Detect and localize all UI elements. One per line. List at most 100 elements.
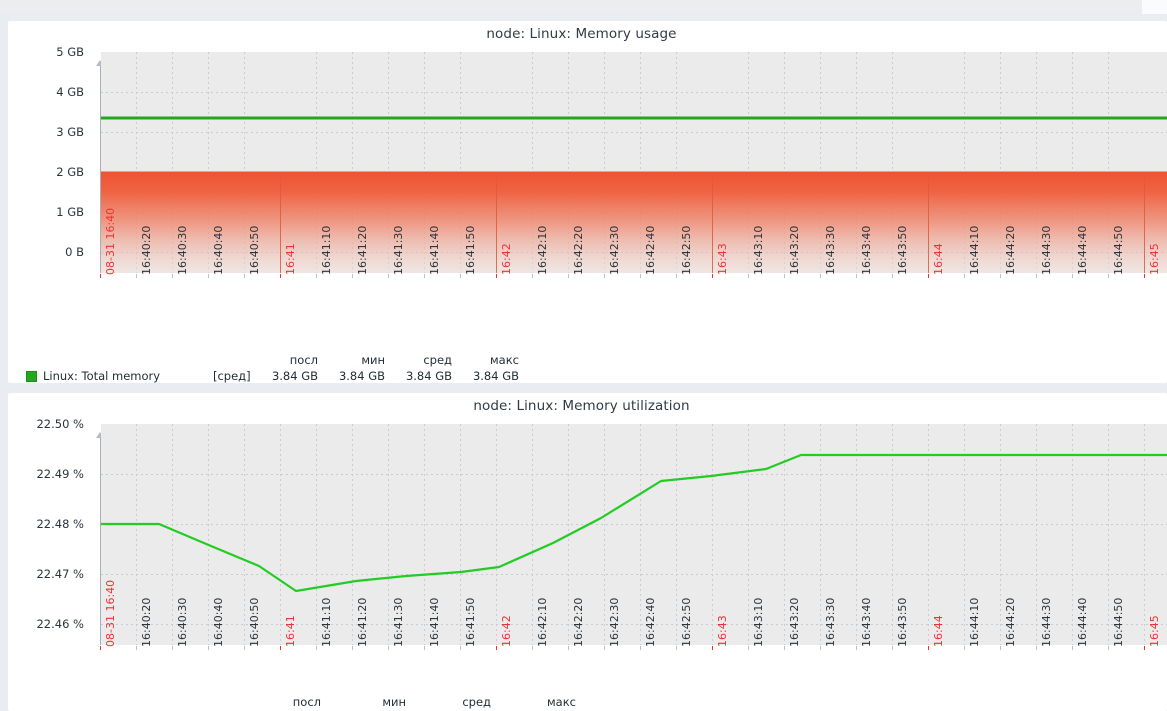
legend-aggregation: [сред]	[213, 369, 251, 383]
x-tick-label: 16:41	[284, 243, 297, 275]
y-tick-label: 1 GB	[56, 205, 84, 219]
x-tick-label: 16:43:30	[824, 225, 837, 275]
page-title-memory-usage: node: Linux: Memory usage	[486, 26, 677, 42]
x-tick-label: 16:42:10	[536, 597, 549, 647]
x-tick-label: 16:43:50	[896, 225, 909, 275]
x-tick-label: 16:42:20	[572, 225, 585, 275]
legend-row-total-memory[interactable]: Linux: Total memory [сред] 3.84 GB 3.84 …	[26, 369, 1166, 383]
x-tick-label: 16:40:40	[212, 597, 225, 647]
x-tick-label: 16:43	[716, 243, 729, 275]
memory-utilization-canvas	[101, 424, 1167, 645]
legend-header-min: мин	[382, 695, 406, 709]
y-tick-label: 22.50 %	[36, 417, 84, 431]
legend-color-swatch-total-memory	[26, 371, 37, 382]
x-tick-label: 08-31 16:40	[104, 579, 117, 647]
y-tick-label: 22.46 %	[36, 617, 84, 631]
x-tick-label: 16:41:10	[320, 597, 333, 647]
x-tick-label: 16:43:30	[824, 597, 837, 647]
plot-area-memory-usage[interactable]	[101, 52, 1167, 273]
memory-usage-canvas	[101, 52, 1167, 273]
x-tick-label: 16:41	[284, 615, 297, 647]
y-tick-label: 3 GB	[56, 125, 84, 139]
x-tick-label: 16:40:40	[212, 225, 225, 275]
x-tick-label: 16:41:20	[356, 225, 369, 275]
x-tick-label: 16:43:20	[788, 225, 801, 275]
previous-widget-strip	[0, 0, 1142, 14]
x-tick-label: 16:42	[500, 243, 513, 275]
plot-area-memory-utilization[interactable]	[101, 424, 1167, 645]
x-tick-label: 16:40:20	[140, 597, 153, 647]
x-tick-label: 16:40:50	[248, 597, 261, 647]
x-tick-label: 16:42	[500, 615, 513, 647]
x-tick-label: 16:42:40	[644, 225, 657, 275]
x-tick-label: 16:42:20	[572, 597, 585, 647]
y-tick-label: 2 GB	[56, 165, 84, 179]
legend-header-last: посл	[292, 695, 321, 709]
y-tick-label: 22.47 %	[36, 567, 84, 581]
legend-header-max: макс	[490, 353, 519, 367]
x-tick-label: 16:41:50	[464, 225, 477, 275]
x-tick-label: 16:44:30	[1040, 225, 1053, 275]
widget-memory-usage[interactable]: node: Linux: Memory usage 5 GB 4 GB 3 GB…	[8, 21, 1167, 383]
y-axis-line	[100, 66, 101, 273]
x-tick-label: 16:42:40	[644, 597, 657, 647]
x-tick-label: 16:41:30	[392, 597, 405, 647]
x-tick-label: 16:42:10	[536, 225, 549, 275]
x-tick-label: 16:41:40	[428, 225, 441, 275]
legend-header-avg: сред	[423, 353, 452, 367]
x-tick-label: 16:44:10	[968, 225, 981, 275]
x-tick-label: 16:42:30	[608, 597, 621, 647]
x-tick-label: 16:40:30	[176, 597, 189, 647]
x-tick-label: 16:43:40	[860, 225, 873, 275]
x-tick-label: 16:42:50	[680, 597, 693, 647]
legend-header-last: посл	[289, 353, 318, 367]
x-tick-label: 16:44:20	[1004, 597, 1017, 647]
widget-gap-top	[0, 14, 1167, 21]
x-tick-label: 16:43:10	[752, 225, 765, 275]
page-title-memory-utilization: node: Linux: Memory utilization	[473, 398, 690, 414]
x-tick-label: 16:44:10	[968, 597, 981, 647]
x-tick-label: 16:44	[932, 243, 945, 275]
x-tick-label: 16:45	[1148, 615, 1161, 647]
x-tick-label: 16:45	[1148, 243, 1161, 275]
x-tick-label: 16:40:20	[140, 225, 153, 275]
x-tick-label: 16:43:50	[896, 597, 909, 647]
y-tick-label: 22.48 %	[36, 517, 84, 531]
y-tick-label: 22.49 %	[36, 467, 84, 481]
x-tick-label: 16:41:20	[356, 597, 369, 647]
x-tick-label: 16:43:40	[860, 597, 873, 647]
x-tick-label: 16:42:50	[680, 225, 693, 275]
legend-value-last: 3.84 GB	[271, 369, 318, 383]
x-tick-label: 16:44:40	[1076, 597, 1089, 647]
x-tick-label: 16:44:30	[1040, 597, 1053, 647]
widget-memory-utilization[interactable]: node: Linux: Memory utilization 22.50 % …	[8, 393, 1167, 711]
legend-value-min: 3.84 GB	[338, 369, 385, 383]
x-tick-label: 16:44:50	[1112, 597, 1125, 647]
x-tick-label: 16:40:50	[248, 225, 261, 275]
y-axis-line	[100, 438, 101, 645]
x-tick-label: 16:44:40	[1076, 225, 1089, 275]
x-tick-label: 16:43:20	[788, 597, 801, 647]
x-tick-label: 16:44	[932, 615, 945, 647]
x-tick-label: 16:41:10	[320, 225, 333, 275]
legend-header-min: мин	[361, 353, 385, 367]
y-axis-arrow	[96, 60, 104, 66]
y-tick-label: 4 GB	[56, 85, 84, 99]
legend-series-name: Linux: Total memory	[43, 369, 161, 383]
x-tick-label: 16:41:40	[428, 597, 441, 647]
previous-widget-strip-filler	[1142, 0, 1167, 14]
x-tick-label: 16:40:30	[176, 225, 189, 275]
x-tick-label: 16:41:50	[464, 597, 477, 647]
legend-header-avg: сред	[462, 695, 491, 709]
y-axis-arrow	[96, 432, 104, 438]
x-tick-label: 16:44:50	[1112, 225, 1125, 275]
y-tick-label: 0 B	[65, 245, 84, 259]
legend-value-max: 3.84 GB	[472, 369, 519, 383]
x-tick-label: 16:42:30	[608, 225, 621, 275]
legend-value-avg: 3.84 GB	[405, 369, 452, 383]
legend-header-max: макс	[547, 695, 576, 709]
x-tick-label: 16:41:30	[392, 225, 405, 275]
y-tick-label: 5 GB	[56, 45, 84, 59]
x-tick-label: 16:44:20	[1004, 225, 1017, 275]
